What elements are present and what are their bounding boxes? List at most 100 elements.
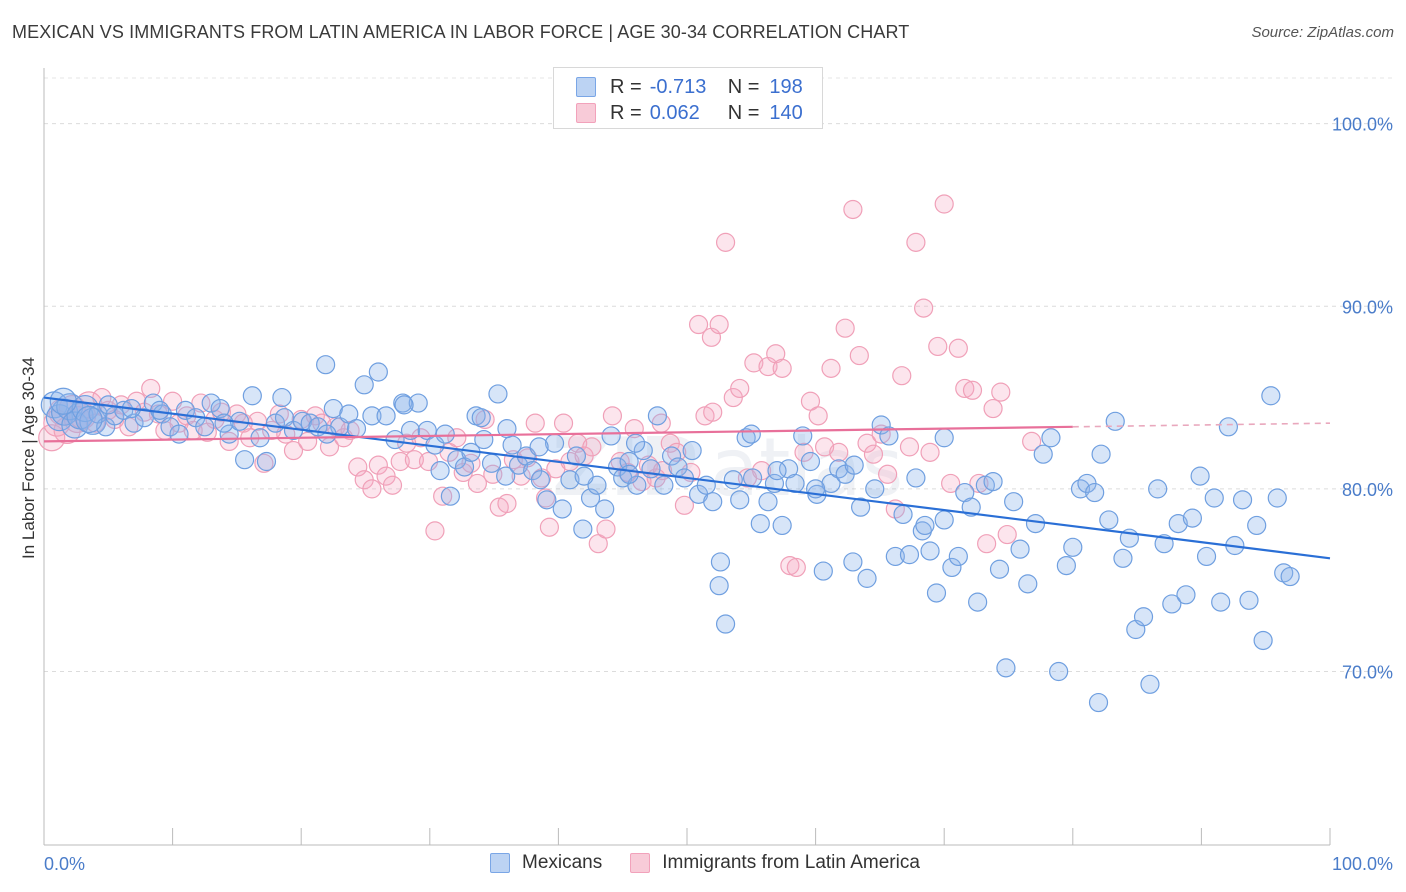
mexicans-point — [1247, 515, 1267, 536]
immigrants-point — [715, 232, 736, 252]
mexicans-point — [45, 404, 74, 432]
immigrants-point — [497, 493, 517, 514]
x-tick-label-min: 0.0% — [44, 854, 85, 874]
mexicans-point — [893, 504, 913, 525]
mexicans-point — [242, 386, 262, 406]
mexicans-point — [742, 468, 763, 488]
mexicans-point — [400, 420, 421, 441]
immigrants-point — [892, 366, 912, 386]
chart-title: MEXICAN VS IMMIGRANTS FROM LATIN AMERICA… — [12, 22, 910, 42]
mexicans-point — [1239, 590, 1259, 610]
mexicans-point — [573, 519, 593, 539]
mexicans-point — [214, 413, 234, 433]
mexicans-point — [376, 406, 396, 426]
immigrants-point — [977, 534, 997, 554]
immigrants-point — [709, 314, 729, 335]
mexicans-point — [1267, 488, 1287, 508]
mexicans-point — [1088, 692, 1109, 713]
immigrants-point — [899, 437, 920, 457]
immigrants-point — [821, 358, 841, 378]
mexicans-point — [1182, 508, 1202, 528]
mexicans-point — [530, 470, 550, 490]
mexicans-point — [961, 497, 981, 517]
immigrants-point — [368, 455, 388, 475]
mexicans-point — [529, 437, 549, 457]
mexicans-point — [1113, 548, 1133, 568]
mexicans-point — [1211, 592, 1231, 612]
immigrants-point — [906, 232, 926, 252]
immigrants-point — [843, 199, 863, 220]
y-tick-label: 70.0% — [1342, 663, 1393, 683]
mexicans-point — [1049, 661, 1069, 682]
immigrants-point — [425, 521, 445, 541]
mexicans-point — [601, 426, 621, 446]
x-tick-label-max: 100.0% — [1332, 854, 1393, 874]
legend-label-immigrants: Immigrants from Latin America — [662, 852, 920, 873]
mexicans-point — [948, 546, 968, 567]
immigrants-point — [878, 464, 898, 484]
immigrants-point — [433, 486, 453, 506]
immigrants-point — [219, 431, 239, 452]
n-label: N = — [727, 75, 760, 98]
mexicans-point — [1063, 537, 1083, 557]
n-value: 198 — [769, 75, 803, 98]
mexicans-point — [1196, 546, 1217, 567]
immigrants-point — [38, 424, 66, 452]
immigrants-point — [703, 402, 723, 422]
immigrants-point — [382, 475, 403, 495]
mexicans-point — [627, 475, 647, 495]
r-value: 0.062 — [649, 101, 700, 124]
mexicans-point — [362, 406, 382, 426]
mexicans-point — [440, 486, 460, 506]
mexicans-point — [595, 499, 615, 519]
legend-item-immigrants[interactable]: Immigrants from Latin America — [630, 852, 920, 874]
mexicans-point — [989, 559, 1010, 579]
y-tick-labels: 70.0% 80.0% 90.0% 100.0% — [1332, 115, 1393, 683]
legend-stats: R = -0.713 N = 198 R = 0.062 N = 140 — [553, 67, 823, 129]
mexicans-point — [920, 541, 940, 561]
mexicans-point — [1232, 490, 1253, 510]
mexicans-point — [730, 490, 750, 510]
mexicans-point — [983, 471, 1003, 492]
mexicans-point — [654, 475, 674, 495]
trend-lines — [43, 396, 1331, 560]
trend-line-immigrants — [43, 425, 1073, 443]
immigrants-point — [730, 378, 750, 399]
immigrants-point — [141, 378, 161, 399]
mexicans-point — [488, 384, 508, 404]
mexicans-point — [195, 417, 215, 437]
mexicans-point — [1162, 594, 1182, 614]
mexicans-point — [201, 393, 221, 413]
legend-item-mexicans[interactable]: Mexicans — [490, 852, 602, 874]
mexicans-point — [574, 466, 594, 486]
mexicans-point — [899, 545, 920, 565]
r-label: R = — [610, 75, 642, 98]
immigrants-point — [969, 473, 989, 494]
immigrants-point — [283, 440, 304, 461]
mexicans-point — [1218, 417, 1239, 437]
mexicans-point — [124, 413, 144, 433]
mexicans-point — [1056, 555, 1076, 576]
mexicans-point — [906, 468, 926, 488]
mexicans-point — [996, 658, 1016, 678]
mexicans-point — [210, 398, 230, 419]
mexicans-point — [61, 411, 89, 439]
mexicans-point — [844, 455, 864, 475]
immigrants-point — [962, 380, 983, 400]
mexicans-point — [435, 424, 455, 444]
immigrants-point — [772, 358, 792, 378]
immigrants-point — [602, 406, 623, 426]
immigrants-point — [539, 517, 559, 537]
mexicans-point — [885, 546, 905, 567]
mexicans-point — [1041, 428, 1061, 448]
mexicans-point — [607, 457, 628, 477]
legend-swatch-blue — [490, 853, 510, 873]
legend-swatch-pink — [576, 103, 596, 123]
mexicans-point — [481, 453, 502, 473]
mexicans-point — [496, 466, 516, 486]
immigrants-point — [829, 442, 849, 462]
immigrants-point — [920, 442, 940, 462]
mexicans-point — [1190, 466, 1210, 486]
mexicans-point — [1105, 411, 1125, 431]
axes — [43, 68, 1331, 846]
